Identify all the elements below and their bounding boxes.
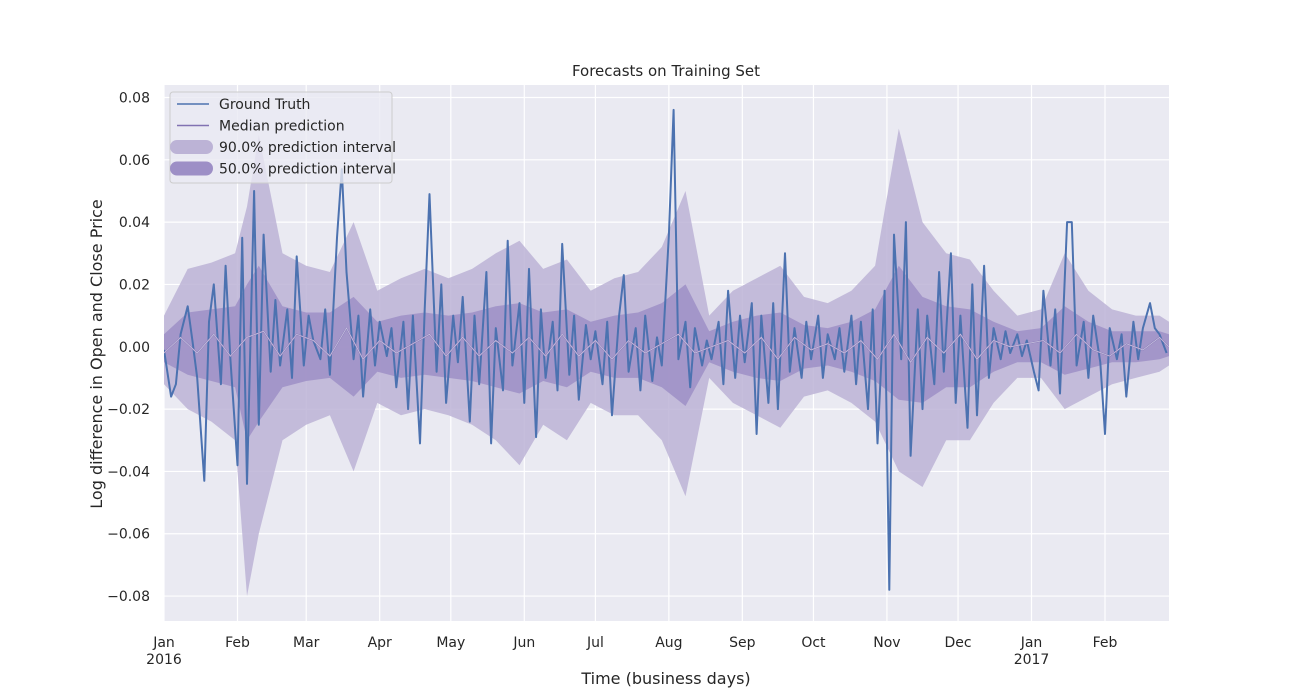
ground-truth-line — [164, 108, 1168, 591]
legend-swatch — [170, 161, 213, 176]
x-axis-label: Time (business days) — [580, 669, 750, 688]
y-tick-label: 0.00 — [119, 340, 150, 356]
y-tick-label: 0.04 — [119, 215, 150, 231]
x-tick-label: Feb — [1093, 635, 1118, 651]
legend-label: Median prediction — [219, 119, 345, 135]
y-tick-label: −0.06 — [107, 527, 150, 543]
y-tick-label: −0.02 — [107, 402, 150, 418]
median-highlight-line — [164, 327, 1169, 364]
x-tick-label: Oct — [801, 635, 826, 651]
x-tick-label: Jan — [1020, 635, 1043, 651]
x-tick-label: Dec — [944, 635, 971, 651]
y-tick-label: −0.04 — [107, 464, 150, 480]
y-tick-label: 0.02 — [119, 277, 150, 293]
x-tick-year-label: 2017 — [1014, 652, 1050, 668]
legend-label: Ground Truth — [219, 97, 310, 113]
x-tick-label: Nov — [873, 635, 900, 651]
y-tick-label: 0.08 — [119, 90, 150, 106]
y-tick-label: 0.06 — [119, 153, 150, 169]
x-tick-label: May — [436, 635, 465, 651]
y-axis-label: Log difference in Open and Close Price — [87, 199, 106, 508]
legend-label: 90.0% prediction interval — [219, 140, 396, 156]
legend-swatch — [170, 140, 213, 154]
x-tick-label: Jun — [512, 635, 535, 651]
legend-box — [169, 91, 393, 184]
x-tick-label: Jul — [586, 635, 604, 651]
x-tick-label: Mar — [293, 635, 320, 651]
x-tick-label: Apr — [368, 635, 392, 651]
y-tick-label: −0.08 — [107, 589, 150, 605]
x-tick-label: Aug — [655, 635, 682, 651]
legend-label: 50.0% prediction interval — [219, 162, 396, 178]
series-layer — [164, 108, 1169, 597]
chart-title: Forecasts on Training Set — [572, 62, 760, 80]
x-tick-year-label: 2016 — [146, 652, 182, 668]
legend: Ground Truth Median prediction 90.0% predi… — [169, 91, 396, 184]
x-tick-label: Jan — [152, 635, 175, 651]
x-tick-label: Feb — [225, 635, 250, 651]
x-tick-label: Sep — [729, 635, 756, 651]
y-tick-labels: 0.08 0.06 0.04 0.02 0.00 −0.02 −0.04 −0.06 −0.08 — [107, 90, 150, 605]
